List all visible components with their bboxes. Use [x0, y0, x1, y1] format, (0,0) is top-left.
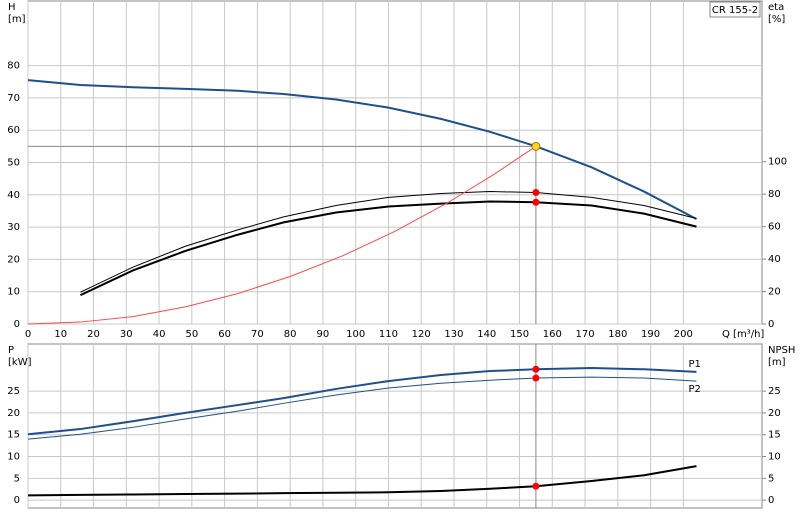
y2-tick-label: 60: [768, 222, 781, 233]
y-tick-label: 10: [7, 452, 20, 463]
x-tick-label: 110: [379, 329, 398, 340]
y2-tick-label: 80: [768, 189, 781, 200]
x-tick-label: 0: [25, 329, 31, 340]
y-tick-label: 0: [14, 319, 20, 330]
x-tick-label: 160: [543, 329, 562, 340]
y2-tick-label: 25: [768, 386, 781, 397]
model-box: [709, 1, 761, 18]
x-tick-label: 90: [317, 329, 330, 340]
y-tick-label: 10: [7, 287, 20, 298]
y-axis-unit: [m]: [8, 14, 26, 25]
operating-point: [532, 198, 540, 206]
x-tick-label: 140: [477, 329, 496, 340]
x-tick-label: 130: [444, 329, 463, 340]
y-axis-unit: [kW]: [8, 357, 32, 368]
curve: [27, 145, 537, 325]
y2-tick-label: 20: [768, 408, 781, 419]
legend-label: P2: [688, 384, 700, 395]
curve: [27, 465, 697, 497]
x-tick-label: 30: [120, 329, 133, 340]
y2-axis-label: eta: [768, 2, 784, 13]
y-tick-label: 80: [7, 61, 20, 72]
x-tick-label: 20: [87, 329, 100, 340]
curve: [27, 376, 697, 440]
duty-point: [531, 141, 541, 151]
y2-axis-unit: [m]: [768, 357, 786, 368]
y-axis-label: H: [8, 2, 16, 13]
curve: [80, 200, 697, 297]
y-tick-label: 20: [7, 408, 20, 419]
y-tick-label: 25: [7, 386, 20, 397]
x-tick-label: 150: [510, 329, 529, 340]
curve: [80, 191, 697, 293]
x-tick-label: 10: [54, 329, 67, 340]
y2-tick-label: 5: [768, 473, 774, 484]
y-tick-label: 60: [7, 125, 20, 136]
x-tick-label: 50: [185, 329, 198, 340]
x-tick-label: 180: [608, 329, 627, 340]
y-tick-label: 15: [7, 430, 20, 441]
y2-tick-label: 100: [768, 157, 787, 168]
y-tick-label: 40: [7, 190, 20, 201]
x-tick-label: 120: [412, 329, 431, 340]
y-tick-label: 20: [7, 254, 20, 265]
y2-tick-label: 0: [768, 319, 774, 330]
y-axis-label: P: [8, 345, 14, 356]
x-tick-label: 190: [641, 329, 660, 340]
operating-point: [532, 482, 540, 490]
y-tick-label: 50: [7, 158, 20, 169]
x-tick-label: 170: [576, 329, 595, 340]
x-tick-label: 100: [346, 329, 365, 340]
y-tick-label: 0: [14, 495, 20, 506]
x-tick-label: 70: [251, 329, 264, 340]
y2-tick-label: 20: [768, 287, 781, 298]
operating-point: [532, 189, 540, 197]
y2-tick-label: 0: [768, 495, 774, 506]
y-tick-label: 30: [7, 222, 20, 233]
curve: [27, 79, 697, 220]
curve: [27, 366, 697, 436]
x-tick-label: 40: [153, 329, 166, 340]
x-tick-label: 80: [284, 329, 297, 340]
legend-label: P1: [688, 359, 700, 370]
y2-tick-label: 40: [768, 254, 781, 265]
x-tick-label: 200: [674, 329, 693, 340]
plot-area: [27, 343, 763, 509]
y2-tick-label: 15: [768, 430, 781, 441]
y2-axis-unit: [%]: [768, 14, 785, 25]
operating-point: [532, 374, 540, 382]
y2-axis-label: NPSH: [768, 345, 795, 356]
x-tick-label: 60: [218, 329, 231, 340]
operating-point: [532, 365, 540, 373]
y-tick-label: 5: [14, 473, 20, 484]
y2-tick-label: 10: [768, 452, 781, 463]
x-axis-label: Q [m³/h]: [722, 329, 764, 340]
y-tick-label: 70: [7, 93, 20, 104]
model-label: CR 155-2: [712, 5, 758, 16]
